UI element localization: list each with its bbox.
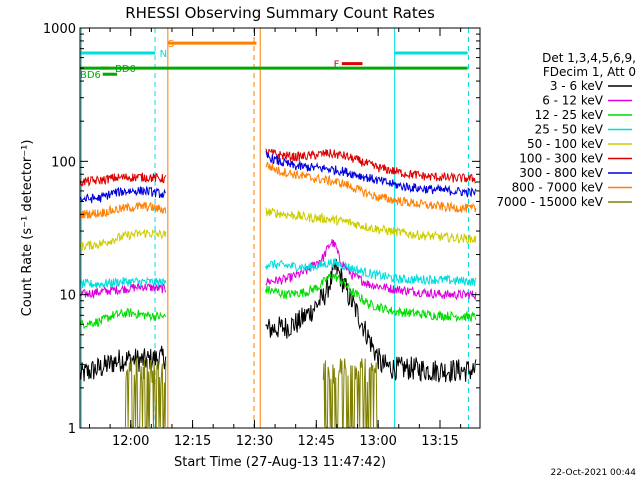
series-line: [322, 358, 378, 428]
y-tick-label: 1: [68, 422, 76, 437]
y-tick-label: 1000: [43, 22, 76, 37]
legend-entry-label: 300 - 800 keV: [519, 166, 603, 180]
chart-title: RHESSI Observing Summary Count Rates: [125, 4, 435, 22]
legend-header: Det 1,3,4,5,6,9,: [542, 51, 636, 65]
legend-entry-label: 800 - 7000 keV: [512, 181, 604, 195]
axes: 12:00 12:15 12:30 12:45 13:00 13:15 1 10 100 1000: [43, 22, 481, 449]
x-tick-label: 13:00: [359, 434, 396, 449]
legend-entry-label: 3 - 6 keV: [550, 79, 604, 93]
legend-entry-label: 100 - 300 keV: [519, 152, 603, 166]
mode-bar-label: N: [160, 49, 167, 60]
y-tick-label: 100: [51, 155, 76, 170]
series-line: [265, 151, 477, 198]
legend-header: FDecim 1, Att 0: [543, 65, 636, 79]
series-line: [265, 257, 477, 287]
series-line: [79, 228, 167, 251]
series-line: [265, 161, 477, 213]
mode-bar-label: S: [168, 39, 174, 50]
x-tick-label: 12:15: [174, 434, 211, 449]
x-tick-label: 12:30: [236, 434, 273, 449]
series-line: [265, 207, 477, 245]
legend-entry-label: 25 - 50 keV: [535, 123, 604, 137]
series-line: [265, 148, 477, 184]
x-axis-label: Start Time (27-Aug-13 11:47:42): [174, 455, 386, 470]
series-line: [265, 259, 477, 383]
series-line: [80, 185, 167, 204]
series-line: [79, 307, 167, 330]
plot-content: S F N BD0 BD6: [79, 28, 477, 428]
series-line: [124, 357, 167, 428]
legend-entry-label: 50 - 100 keV: [527, 137, 604, 151]
series-line: [79, 201, 167, 220]
legend-entry-label: 7000 - 15000 keV: [496, 195, 603, 209]
mode-bar-label: BD6: [80, 70, 101, 81]
series-line: [79, 281, 167, 300]
mode-bar-label: BD0: [115, 64, 136, 75]
footer-date: 22-Oct-2021 00:44: [551, 468, 637, 478]
series-line: [79, 276, 167, 289]
mode-bar-label: F: [334, 60, 340, 71]
legend: Det 1,3,4,5,6,9,FDecim 1, Att 03 - 6 keV…: [496, 51, 636, 209]
y-tick-label: 10: [59, 289, 76, 304]
legend-entry-label: 12 - 25 keV: [535, 108, 604, 122]
legend-entry-label: 6 - 12 keV: [542, 94, 604, 108]
y-axis-label: Count Rate (s⁻¹ detector⁻¹): [20, 140, 35, 317]
x-tick-label: 12:45: [298, 434, 335, 449]
x-tick-label: 13:15: [421, 434, 458, 449]
series-line: [265, 239, 477, 301]
plot-frame: [79, 27, 481, 429]
x-tick-label: 12:00: [112, 434, 149, 449]
series-line: [265, 272, 477, 323]
series-line: [79, 172, 167, 188]
